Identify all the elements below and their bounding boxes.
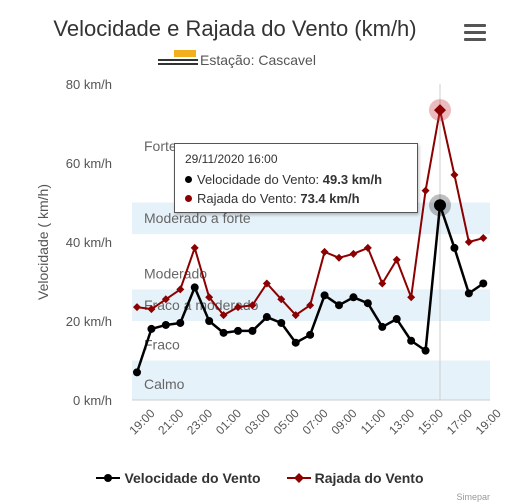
- x-tick-label: 19:00: [473, 406, 504, 437]
- speed-point: [277, 318, 286, 327]
- y-tick-label: 40 km/h: [66, 235, 112, 250]
- band-label: Calmo: [144, 376, 185, 392]
- band-label: Fraco: [144, 337, 180, 353]
- band-label: Moderado: [144, 265, 207, 281]
- speed-point: [378, 322, 387, 331]
- y-tick-label: 0 km/h: [73, 393, 112, 408]
- speed-point: [421, 346, 430, 355]
- speed-point: [190, 283, 199, 292]
- gust-point: [147, 305, 156, 314]
- speed-point: [176, 318, 185, 327]
- gust-point: [450, 170, 459, 179]
- speed-point: [133, 368, 141, 377]
- speed-point: [407, 336, 416, 345]
- band-label: Forte: [144, 138, 177, 154]
- speed-point: [479, 279, 488, 288]
- gust-point: [335, 253, 343, 262]
- speed-point: [349, 293, 358, 302]
- gust-point: [479, 234, 488, 243]
- gust-point: [133, 303, 141, 312]
- legend-gust-symbol: [286, 473, 311, 483]
- chart-title: Velocidade e Rajada do Vento (km/h): [53, 16, 417, 41]
- gust-point: [378, 279, 387, 288]
- gust-point: [407, 293, 416, 302]
- gust-point: [363, 243, 372, 252]
- y-axis-label: Velocidade ( km/h): [35, 184, 51, 300]
- x-tick-label: 09:00: [328, 406, 359, 437]
- x-tick-label: 19:00: [126, 406, 157, 437]
- x-tick-label: 17:00: [444, 406, 475, 437]
- tooltip: 29/11/2020 16:00 Velocidade do Vento: 49…: [174, 143, 418, 213]
- gust-point: [219, 311, 228, 320]
- x-tick-label: 07:00: [300, 406, 331, 437]
- simepar-logo: [158, 50, 198, 65]
- credits[interactable]: Simepar: [456, 492, 490, 502]
- gust-point: [291, 311, 300, 320]
- legend-item-gust[interactable]: Rajada do Vento: [286, 470, 424, 486]
- legend-gust-label: Rajada do Vento: [314, 470, 424, 486]
- gust-point: [434, 104, 446, 117]
- x-tick-label: 15:00: [415, 406, 446, 437]
- speed-point: [262, 313, 271, 322]
- gust-point: [205, 293, 214, 302]
- speed-point: [450, 243, 459, 252]
- x-tick-label: 13:00: [386, 406, 417, 437]
- x-tick-label: 21:00: [155, 406, 186, 437]
- gust-point: [464, 238, 473, 246]
- speed-point: [320, 291, 329, 300]
- tooltip-gust-value: 73.4 km/h: [300, 191, 360, 206]
- tooltip-gust-dot: [185, 195, 192, 202]
- gust-point: [161, 295, 170, 304]
- speed-point: [248, 326, 257, 335]
- y-tick-label: 80 km/h: [66, 77, 112, 92]
- gust-point: [176, 285, 185, 294]
- tooltip-speed-value: 49.3 km/h: [322, 172, 383, 187]
- y-tick-label: 20 km/h: [66, 314, 112, 329]
- speed-point: [147, 324, 156, 333]
- y-tick-label: 60 km/h: [66, 156, 112, 171]
- speed-point: [161, 320, 170, 329]
- band-label: Moderado a forte: [144, 210, 251, 226]
- gust-point: [234, 303, 242, 312]
- gust-point: [277, 295, 286, 304]
- speed-point: [464, 289, 473, 298]
- speed-point: [291, 338, 300, 347]
- tooltip-row-gust: Rajada do Vento: 73.4 km/h: [185, 189, 407, 208]
- legend-item-speed[interactable]: Velocidade do Vento: [96, 470, 261, 486]
- gust-point: [421, 186, 430, 195]
- speed-point: [363, 299, 372, 308]
- plot-band-0: [132, 360, 490, 400]
- speed-point: [306, 330, 315, 339]
- speed-point: [234, 326, 242, 335]
- x-tick-label: 03:00: [242, 406, 273, 437]
- hamburger-menu-icon[interactable]: [464, 24, 486, 42]
- tooltip-date: 29/11/2020 16:00: [185, 152, 278, 166]
- tooltip-gust-label: Rajada do Vento:: [197, 191, 301, 206]
- legend-speed-label: Velocidade do Vento: [124, 470, 261, 486]
- gust-point: [349, 249, 358, 258]
- tooltip-speed-dot: [185, 176, 192, 183]
- tooltip-row-speed: Velocidade do Vento: 49.3 km/h: [185, 170, 407, 189]
- gust-point: [392, 255, 401, 264]
- gust-point: [262, 279, 271, 288]
- gust-point: [248, 301, 257, 310]
- legend: Velocidade do Vento Rajada do Vento: [0, 470, 520, 486]
- gust-point: [306, 301, 315, 310]
- speed-point: [392, 315, 401, 324]
- speed-point: [205, 317, 214, 325]
- x-tick-label: 05:00: [271, 406, 302, 437]
- speed-point: [219, 328, 228, 337]
- x-tick-label: 01:00: [213, 406, 244, 437]
- legend-speed-symbol: [96, 474, 121, 482]
- gust-point: [190, 243, 199, 252]
- speed-point: [434, 199, 446, 212]
- tooltip-speed-label: Velocidade do Vento:: [197, 172, 323, 187]
- x-tick-label: 11:00: [358, 406, 389, 437]
- chart-subtitle: Estação: Cascavel: [200, 52, 316, 68]
- speed-point: [335, 301, 343, 310]
- gust-point: [320, 247, 329, 256]
- x-tick-label: 23:00: [184, 406, 215, 437]
